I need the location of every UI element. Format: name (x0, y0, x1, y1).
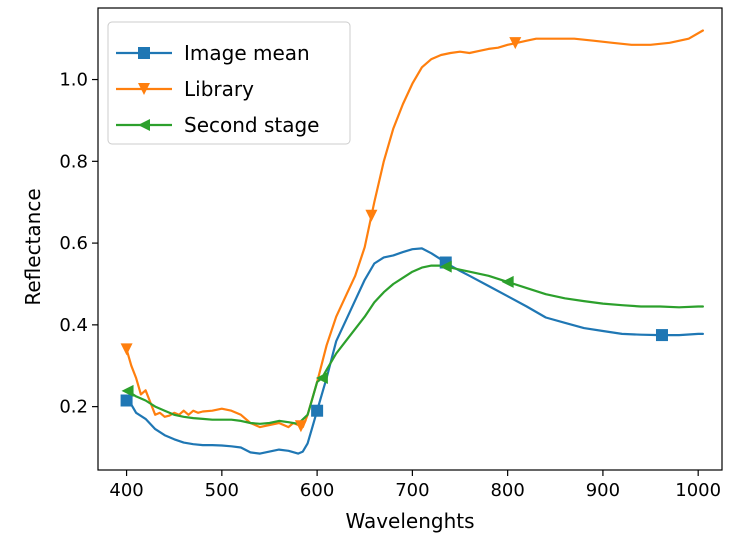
x-axis-title: Wavelenghts (345, 509, 474, 533)
series-marker-image-mean-0 (120, 394, 133, 407)
x-tick-label: 400 (109, 480, 143, 501)
series-marker-second-stage-1 (315, 372, 328, 385)
series-marker-library-3 (509, 37, 522, 50)
y-tick-label: 0.4 (59, 315, 88, 336)
y-tick-label: 0.8 (59, 151, 88, 172)
legend-marker-second-stage (138, 119, 150, 131)
x-axis: 400 500 600 700 800 900 1000 (109, 470, 721, 501)
y-tick-label: 0.6 (59, 233, 88, 254)
legend-label-library: Library (184, 77, 254, 101)
series-marker-second-stage-3 (501, 275, 514, 288)
marker-layer (120, 37, 668, 433)
x-tick-label: 800 (490, 480, 524, 501)
series-marker-library-1 (294, 420, 307, 433)
legend-label-image-mean: Image mean (184, 41, 310, 65)
x-tick-label: 900 (586, 480, 620, 501)
series-line-library (125, 29, 705, 429)
legend-marker-image-mean (138, 47, 150, 59)
series-marker-image-mean-1 (311, 404, 324, 417)
series-marker-library-2 (365, 209, 378, 222)
x-tick-label: 600 (300, 480, 334, 501)
plot-frame (97, 7, 723, 471)
x-tick-label: 700 (395, 480, 429, 501)
series-marker-second-stage-0 (121, 384, 134, 397)
y-tick-label: 0.2 (59, 397, 88, 418)
y-axis: 0.2 0.4 0.6 0.8 1.0 (59, 70, 98, 418)
x-tick-label: 1000 (675, 480, 721, 501)
y-tick-label: 1.0 (59, 70, 88, 91)
series-marker-image-mean-3 (655, 329, 668, 342)
legend: Image mean Library Second stage (107, 21, 351, 145)
x-tick-label: 500 (205, 480, 239, 501)
series-layer (125, 29, 705, 455)
series-marker-library-0 (120, 343, 133, 356)
series-line-image-mean (125, 247, 705, 455)
series-line-second-stage (125, 264, 705, 425)
y-axis-title: Reflectance (21, 188, 45, 305)
legend-marker-library (138, 83, 150, 95)
series-marker-second-stage-2 (439, 260, 452, 273)
legend-label-second-stage: Second stage (184, 113, 319, 137)
